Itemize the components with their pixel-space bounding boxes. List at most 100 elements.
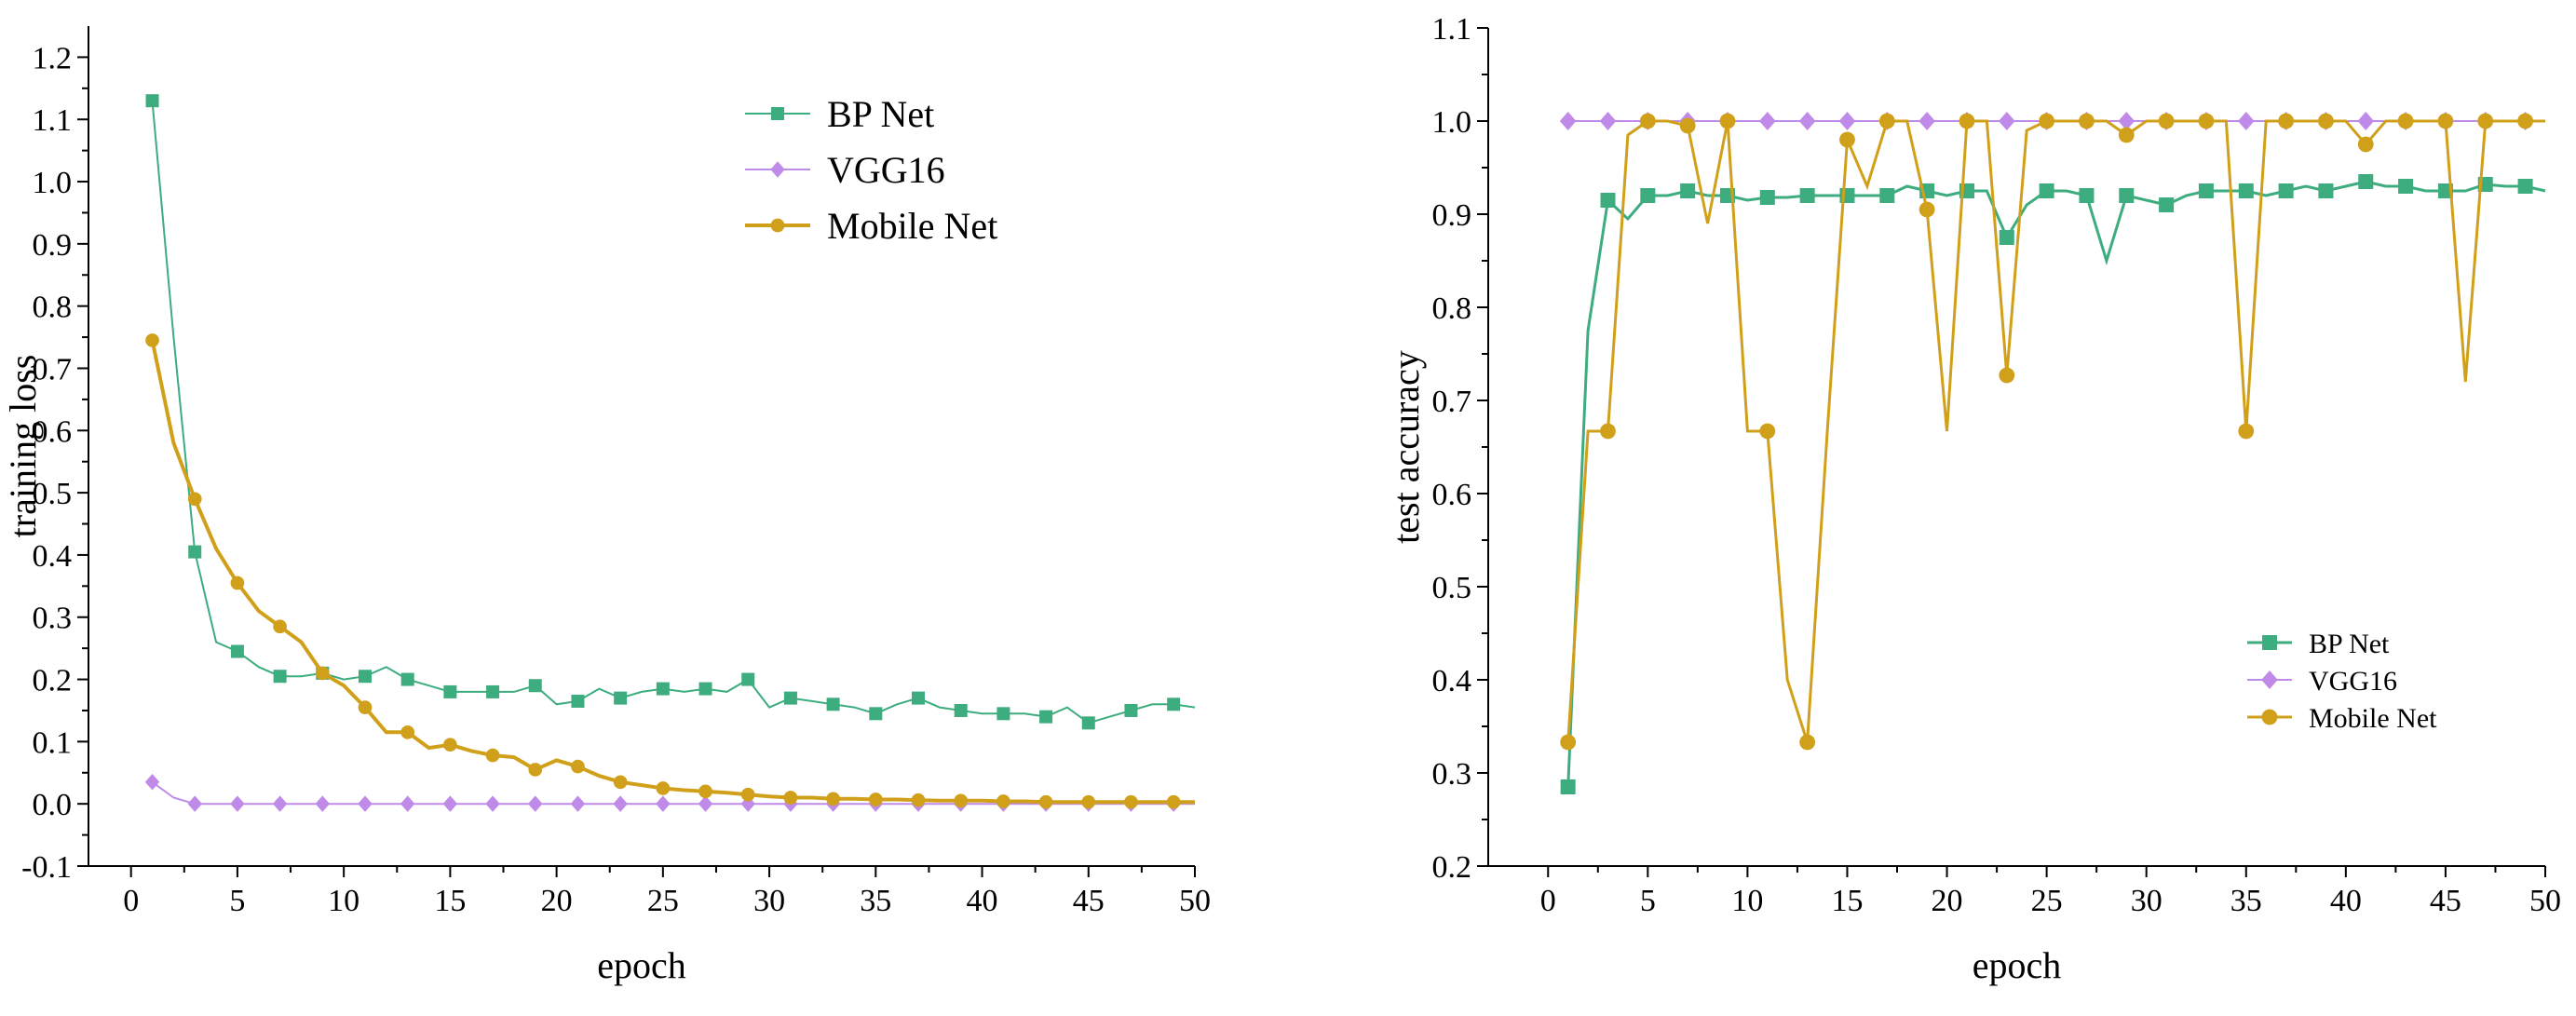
data-point xyxy=(997,794,1010,808)
data-point xyxy=(1600,423,1616,440)
y-tick-label: 0.1 xyxy=(33,725,73,760)
data-point xyxy=(2517,179,2533,194)
y-tick-label: 0.9 xyxy=(1432,198,1472,233)
data-point xyxy=(656,781,671,795)
y-axis-title: test accuracy xyxy=(1385,350,1427,544)
legend-label: BP Net xyxy=(2309,629,2390,659)
y-tick-label: 0.2 xyxy=(33,664,73,698)
x-tick-label: 0 xyxy=(123,884,139,918)
data-point xyxy=(1039,710,1053,724)
data-point xyxy=(2159,197,2175,212)
data-point xyxy=(2039,113,2055,129)
data-point xyxy=(954,703,968,717)
data-point xyxy=(2318,183,2334,198)
data-point xyxy=(613,775,628,790)
data-point xyxy=(2517,113,2533,129)
data-point xyxy=(1560,734,1577,751)
data-point xyxy=(442,795,458,812)
series-line xyxy=(1566,119,2545,743)
data-point xyxy=(912,691,925,705)
data-point xyxy=(187,795,202,812)
x-tick-label: 15 xyxy=(1831,884,1863,918)
data-point xyxy=(443,684,457,698)
data-point xyxy=(2398,179,2414,194)
data-point xyxy=(230,644,244,658)
data-point xyxy=(230,795,245,812)
data-point xyxy=(1838,112,1856,130)
data-point xyxy=(1081,794,1096,809)
x-tick-label: 30 xyxy=(753,884,785,918)
data-point xyxy=(1759,423,1776,440)
data-point xyxy=(1124,703,1138,717)
x-tick-label: 10 xyxy=(328,884,359,918)
data-point xyxy=(656,682,670,696)
data-point xyxy=(1798,112,1816,130)
data-point xyxy=(698,682,712,696)
data-point xyxy=(315,666,330,681)
data-point xyxy=(1559,112,1577,130)
data-point xyxy=(359,670,372,684)
data-point xyxy=(2198,113,2215,129)
data-point xyxy=(400,795,415,812)
data-point xyxy=(2118,127,2135,143)
data-point xyxy=(1680,183,1696,198)
legend-marker xyxy=(770,161,785,178)
y-tick-label: 0.2 xyxy=(1432,850,1472,885)
data-point xyxy=(1999,367,2015,384)
x-tick-label: 5 xyxy=(1640,884,1656,918)
data-point xyxy=(740,795,755,812)
data-point xyxy=(1959,113,1975,129)
series-mobile-net xyxy=(1560,113,2545,751)
data-point xyxy=(954,793,969,808)
x-tick-label: 0 xyxy=(1540,884,1556,918)
data-point xyxy=(740,787,755,802)
data-point xyxy=(1918,201,1935,218)
data-point xyxy=(2237,112,2255,130)
series-bp-net xyxy=(145,94,1196,730)
y-tick-label: 0.6 xyxy=(33,414,73,449)
x-axis-title: epoch xyxy=(1973,944,2062,986)
legend-label: VGG16 xyxy=(2309,666,2397,697)
legend-label: Mobile Net xyxy=(2309,703,2437,734)
data-point xyxy=(273,670,287,684)
y-tick-label: 1.1 xyxy=(1432,12,1472,47)
data-point xyxy=(869,707,883,721)
x-tick-label: 10 xyxy=(1731,884,1763,918)
x-tick-label: 35 xyxy=(860,884,891,918)
series-line xyxy=(151,101,1196,725)
data-point xyxy=(1918,112,1935,130)
y-tick-label: 0.4 xyxy=(33,539,73,574)
y-tick-label: 1.1 xyxy=(33,103,73,138)
training-loss-chart: 0 5 10 15 20 25 30 35 40 45 50 -0.1 0.0 0.1 0.2 0.3 0.4 0… xyxy=(2,26,1211,986)
data-point xyxy=(400,725,415,739)
series-line xyxy=(1566,180,2546,788)
data-point xyxy=(272,795,288,812)
data-point xyxy=(2357,112,2375,130)
data-point xyxy=(1999,230,2014,245)
data-point xyxy=(1639,113,1656,129)
series-bp-net xyxy=(1560,174,2546,794)
data-point xyxy=(783,791,798,805)
y-axis-title: training loss xyxy=(2,355,44,538)
data-point xyxy=(868,792,883,806)
y-tick-label: 0.5 xyxy=(1432,571,1472,605)
x-tick-label: 50 xyxy=(2529,884,2561,918)
data-point xyxy=(2079,188,2095,203)
y-tick-label: 1.2 xyxy=(33,41,73,75)
data-point xyxy=(188,545,202,559)
data-point xyxy=(528,763,543,777)
y-tick-label: 0.5 xyxy=(33,477,73,511)
data-point xyxy=(1600,193,1616,208)
data-point xyxy=(826,698,840,711)
data-point xyxy=(1719,113,1736,129)
x-tick-label: 5 xyxy=(229,884,245,918)
y-tick-label: 1.0 xyxy=(1432,105,1472,140)
data-point xyxy=(2477,113,2494,129)
legend: BP Net VGG16 Mobile Net xyxy=(2247,629,2437,734)
x-tick-label: 50 xyxy=(1179,884,1211,918)
y-tick-label: 0.7 xyxy=(1432,385,1472,419)
data-point xyxy=(571,759,585,774)
y-tick-label: 0.3 xyxy=(33,602,73,636)
y-tick-label: -0.1 xyxy=(21,850,72,885)
data-point xyxy=(315,795,331,812)
